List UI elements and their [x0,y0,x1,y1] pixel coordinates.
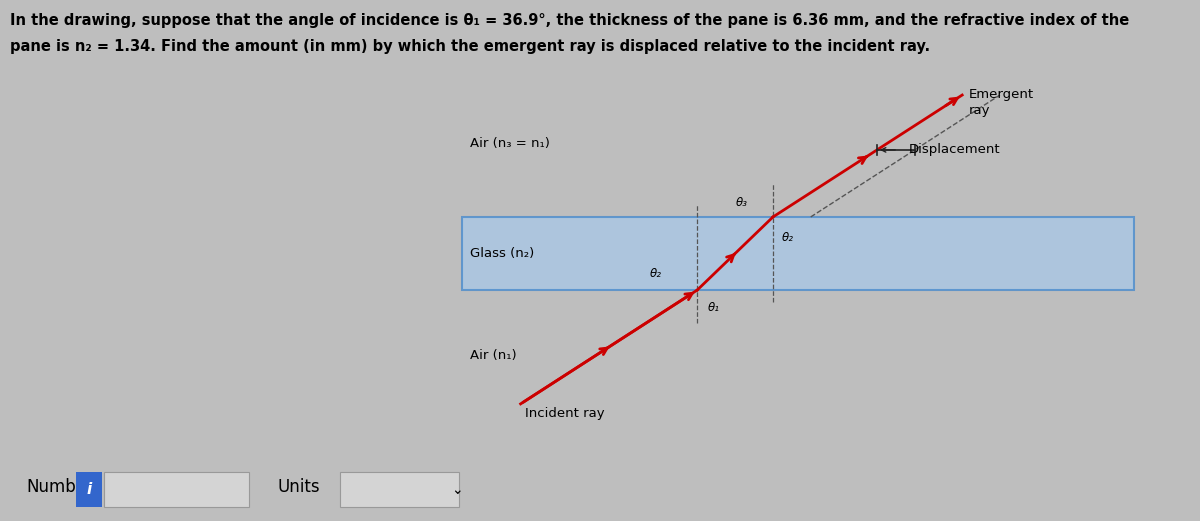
Text: Air (n₁): Air (n₁) [470,349,517,362]
Text: pane is n₂ = 1.34. Find the amount (in mm) by which the emergent ray is displace: pane is n₂ = 1.34. Find the amount (in m… [10,39,930,54]
Text: Incident ray: Incident ray [524,407,605,420]
Text: i: i [86,482,91,497]
Bar [76,472,102,507]
Text: θ₂: θ₂ [650,267,662,280]
Text: ray: ray [968,104,990,117]
Text: Number: Number [26,478,94,495]
Bar [340,472,458,507]
Text: θ₁: θ₁ [707,301,719,314]
Text: Emergent: Emergent [968,88,1034,101]
Bar [103,472,248,507]
Text: ⌄: ⌄ [451,483,462,497]
Text: θ₃: θ₃ [736,196,748,209]
Text: Glass (n₂): Glass (n₂) [470,247,535,260]
Bar [462,217,1134,290]
Text: θ₂: θ₂ [781,231,793,244]
Text: Air (n₃ = n₁): Air (n₃ = n₁) [470,138,551,150]
Text: In the drawing, suppose that the angle of incidence is θ₁ = 36.9°, the thickness: In the drawing, suppose that the angle o… [10,13,1129,28]
Text: Displacement: Displacement [908,143,1000,156]
Text: Units: Units [277,478,320,495]
